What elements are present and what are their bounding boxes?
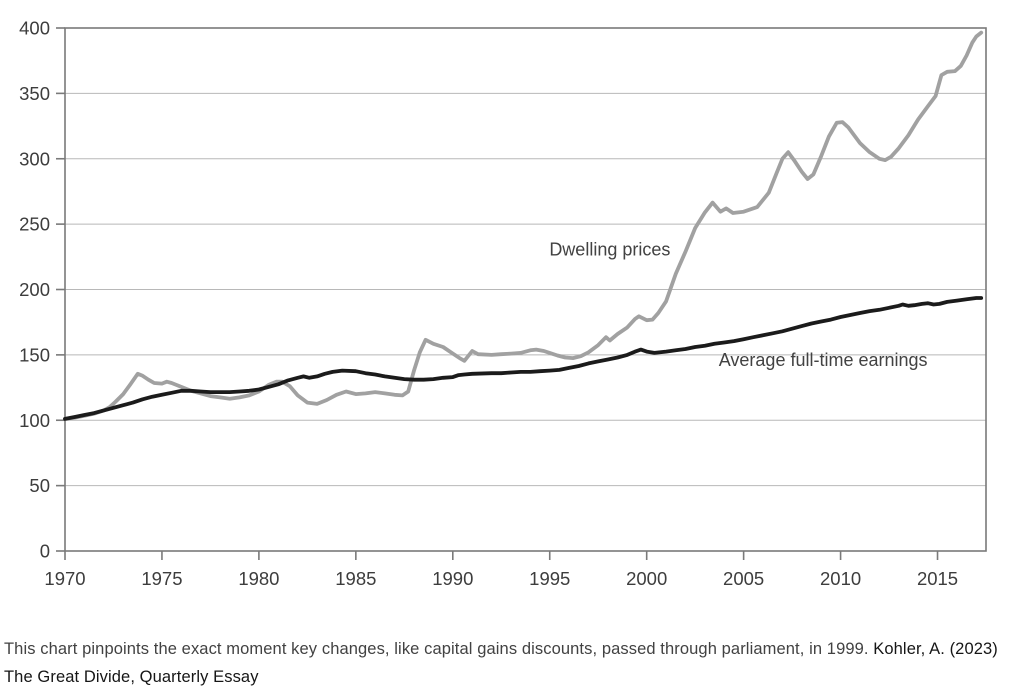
caption-source: Kohler, A. (2023) The Great Divide, Quar… — [4, 639, 998, 686]
x-tick-label: 1990 — [432, 568, 473, 589]
y-tick-label: 50 — [29, 475, 50, 496]
y-tick-label: 350 — [19, 83, 50, 104]
x-tick-label: 1975 — [141, 568, 182, 589]
x-tick-label: 1995 — [529, 568, 570, 589]
y-tick-label: 0 — [40, 541, 50, 562]
x-tick-label: 2015 — [917, 568, 958, 589]
plot-border — [64, 27, 987, 552]
y-tick-label: 200 — [19, 279, 50, 300]
chart: 0 50 100 150 200 250 300 350 400 1970 1975 1980 1985… — [19, 18, 987, 589]
x-tick-label: 1985 — [335, 568, 376, 589]
caption: This chart pinpoints the exact moment ke… — [4, 635, 1000, 686]
y-tick-label: 400 — [19, 18, 50, 39]
x-tick-label: 2010 — [820, 568, 861, 589]
x-tick-label: 1980 — [238, 568, 279, 589]
y-tick-label: 250 — [19, 214, 50, 235]
x-tick-label: 2005 — [723, 568, 764, 589]
y-tick-label: 150 — [19, 344, 50, 365]
series-label-average-full-time-earnings: Average full-time earnings — [719, 350, 928, 370]
series-label-dwelling-prices: Dwelling prices — [549, 240, 670, 260]
x-tick-label: 2000 — [626, 568, 667, 589]
x-tick-label: 1970 — [44, 568, 85, 589]
series-line-dwelling-prices — [63, 30, 984, 421]
y-tick-label: 100 — [19, 410, 50, 431]
series-line-average-full-time-earnings — [63, 296, 984, 421]
chart-svg: 0 50 100 150 200 250 300 350 400 1970 1975 1980 1985… — [19, 18, 987, 589]
caption-text: This chart pinpoints the exact moment ke… — [4, 639, 874, 658]
y-tick-label: 300 — [19, 148, 50, 169]
